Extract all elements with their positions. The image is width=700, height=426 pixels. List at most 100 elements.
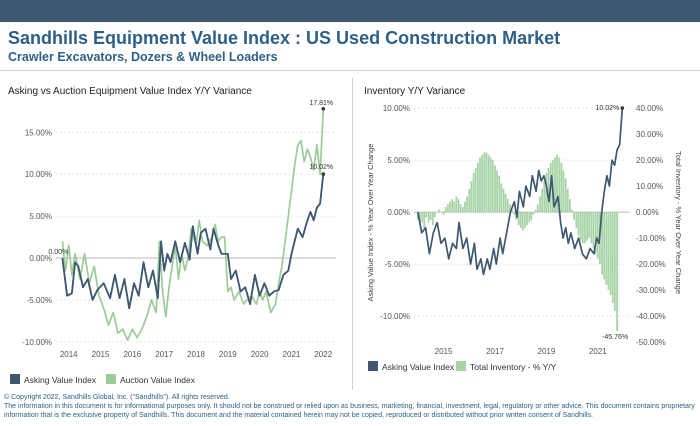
inventory-bar [423, 212, 426, 228]
inventory-bar [530, 212, 533, 220]
inventory-bar [532, 212, 535, 215]
inventory-bar [485, 152, 488, 213]
inventory-bar [521, 212, 524, 231]
inventory-bar [429, 212, 432, 220]
inventory-bar [479, 157, 481, 213]
inventory-bar [541, 188, 543, 213]
left-x-tick: 2017 [155, 350, 173, 359]
inventory-bar [421, 212, 424, 223]
inventory-bar [588, 212, 591, 239]
left-y-tick: 10.00% [25, 170, 52, 179]
footer-disclaimer-line2: information that is the exclusive proper… [4, 412, 593, 419]
right-legend-label-1: Total Inventory - % Y/Y [470, 362, 557, 372]
right-x-tick: 2021 [589, 347, 607, 356]
inventory-bar [502, 188, 505, 213]
right-y-left-tick: 5.00% [387, 156, 410, 165]
inventory-bar [566, 188, 569, 213]
inventory-bar [500, 183, 503, 213]
right-end-marker-asking [620, 106, 625, 110]
left-annotation-auction: 17.81% [309, 100, 333, 107]
inventory-bar [554, 157, 556, 213]
right-y-right-tick: -50.00% [636, 338, 666, 347]
inventory-bar [616, 212, 618, 331]
inventory-bar [592, 212, 595, 249]
right-x-tick: 2015 [435, 347, 453, 356]
page-title: Sandhills Equipment Value Index : US Use… [8, 28, 561, 48]
inventory-bar [455, 196, 458, 213]
left-legend-label-0: Asking Value Index [24, 375, 97, 385]
inventory-bar [513, 212, 516, 215]
right-annotation-inventory: -45.76% [602, 334, 628, 341]
inventory-bar [447, 204, 449, 213]
inventory-bar [464, 201, 466, 213]
inventory-bar [470, 180, 473, 213]
inventory-bar [438, 209, 441, 213]
right-y-right-tick: 20.00% [636, 156, 663, 165]
left-x-tick: 2022 [314, 350, 332, 359]
inventory-bar [560, 162, 563, 213]
footer-disclaimer-line1: The information in this document is for … [4, 403, 695, 410]
inventory-bar [457, 199, 460, 213]
inventory-bar [526, 212, 528, 226]
inventory-bar [504, 193, 507, 213]
right-y-right-tick: -10.00% [636, 234, 666, 243]
right-y-left-tick: -5.00% [385, 260, 410, 269]
right-y-left-tick: 0.00% [387, 208, 410, 217]
right-x-tick: 2017 [486, 347, 504, 356]
right-y-left-tick: 10.00% [383, 104, 410, 113]
inventory-bar [474, 167, 477, 213]
inventory-bar [444, 206, 447, 213]
right-y-right-tick: 0.00% [636, 208, 659, 217]
right-y-left-tick: -10.00% [380, 312, 410, 321]
right-legend-label-0: Asking Value Index [382, 362, 455, 372]
inventory-bar [586, 212, 588, 241]
right-y-right-tick: 10.00% [636, 182, 663, 191]
header-divider [0, 70, 700, 71]
panel-divider [352, 78, 353, 390]
inventory-bar [558, 157, 561, 213]
inventory-bar [562, 170, 565, 213]
right-legend-swatch-0 [368, 361, 378, 371]
inventory-bar [579, 212, 582, 241]
left-series-line-asking-front [61, 174, 325, 310]
left-legend-swatch-0 [10, 374, 20, 384]
inventory-bar [506, 199, 509, 213]
right-legend-swatch-1 [456, 361, 466, 371]
inventory-bar [577, 212, 580, 236]
inventory-bar [509, 204, 511, 213]
inventory-bar [451, 199, 454, 213]
left-end-marker-asking [321, 172, 326, 176]
right-right-axis-title: Total Inventory - % Year Over Year Chang… [674, 151, 683, 294]
inventory-bar [547, 167, 550, 213]
inventory-bar [427, 212, 430, 223]
inventory-bar [487, 155, 490, 213]
inventory-bar [459, 204, 462, 213]
left-y-tick: 5.00% [29, 212, 52, 221]
inventory-bar [614, 212, 616, 311]
inventory-bar [496, 170, 498, 213]
inventory-bar [545, 173, 548, 213]
inventory-bar [573, 212, 576, 220]
left-x-tick: 2016 [123, 350, 141, 359]
left-y-tick: -10.00% [22, 338, 52, 347]
inventory-bar [511, 209, 513, 213]
inventory-bar [419, 212, 421, 226]
inventory-bar [468, 188, 471, 213]
inventory-bar [434, 212, 436, 218]
left-annotation-asking: 10.02% [309, 164, 333, 171]
inventory-bar [440, 212, 443, 213]
left-x-tick: 2018 [187, 350, 205, 359]
inventory-bar [607, 212, 610, 290]
inventory-bar [466, 196, 468, 213]
inventory-bar [436, 212, 439, 213]
left-chart-title: Asking vs Auction Equipment Value Index … [8, 86, 252, 97]
inventory-bar [472, 173, 475, 213]
inventory-bar [605, 212, 608, 285]
page-subtitle: Crawler Excavators, Dozers & Wheel Loade… [8, 50, 278, 64]
inventory-bar [543, 180, 546, 213]
left-y-tick: 0.00% [29, 254, 52, 263]
left-y-tick: -5.00% [27, 296, 52, 305]
inventory-bar [594, 212, 597, 254]
right-y-right-tick: -30.00% [636, 286, 666, 295]
